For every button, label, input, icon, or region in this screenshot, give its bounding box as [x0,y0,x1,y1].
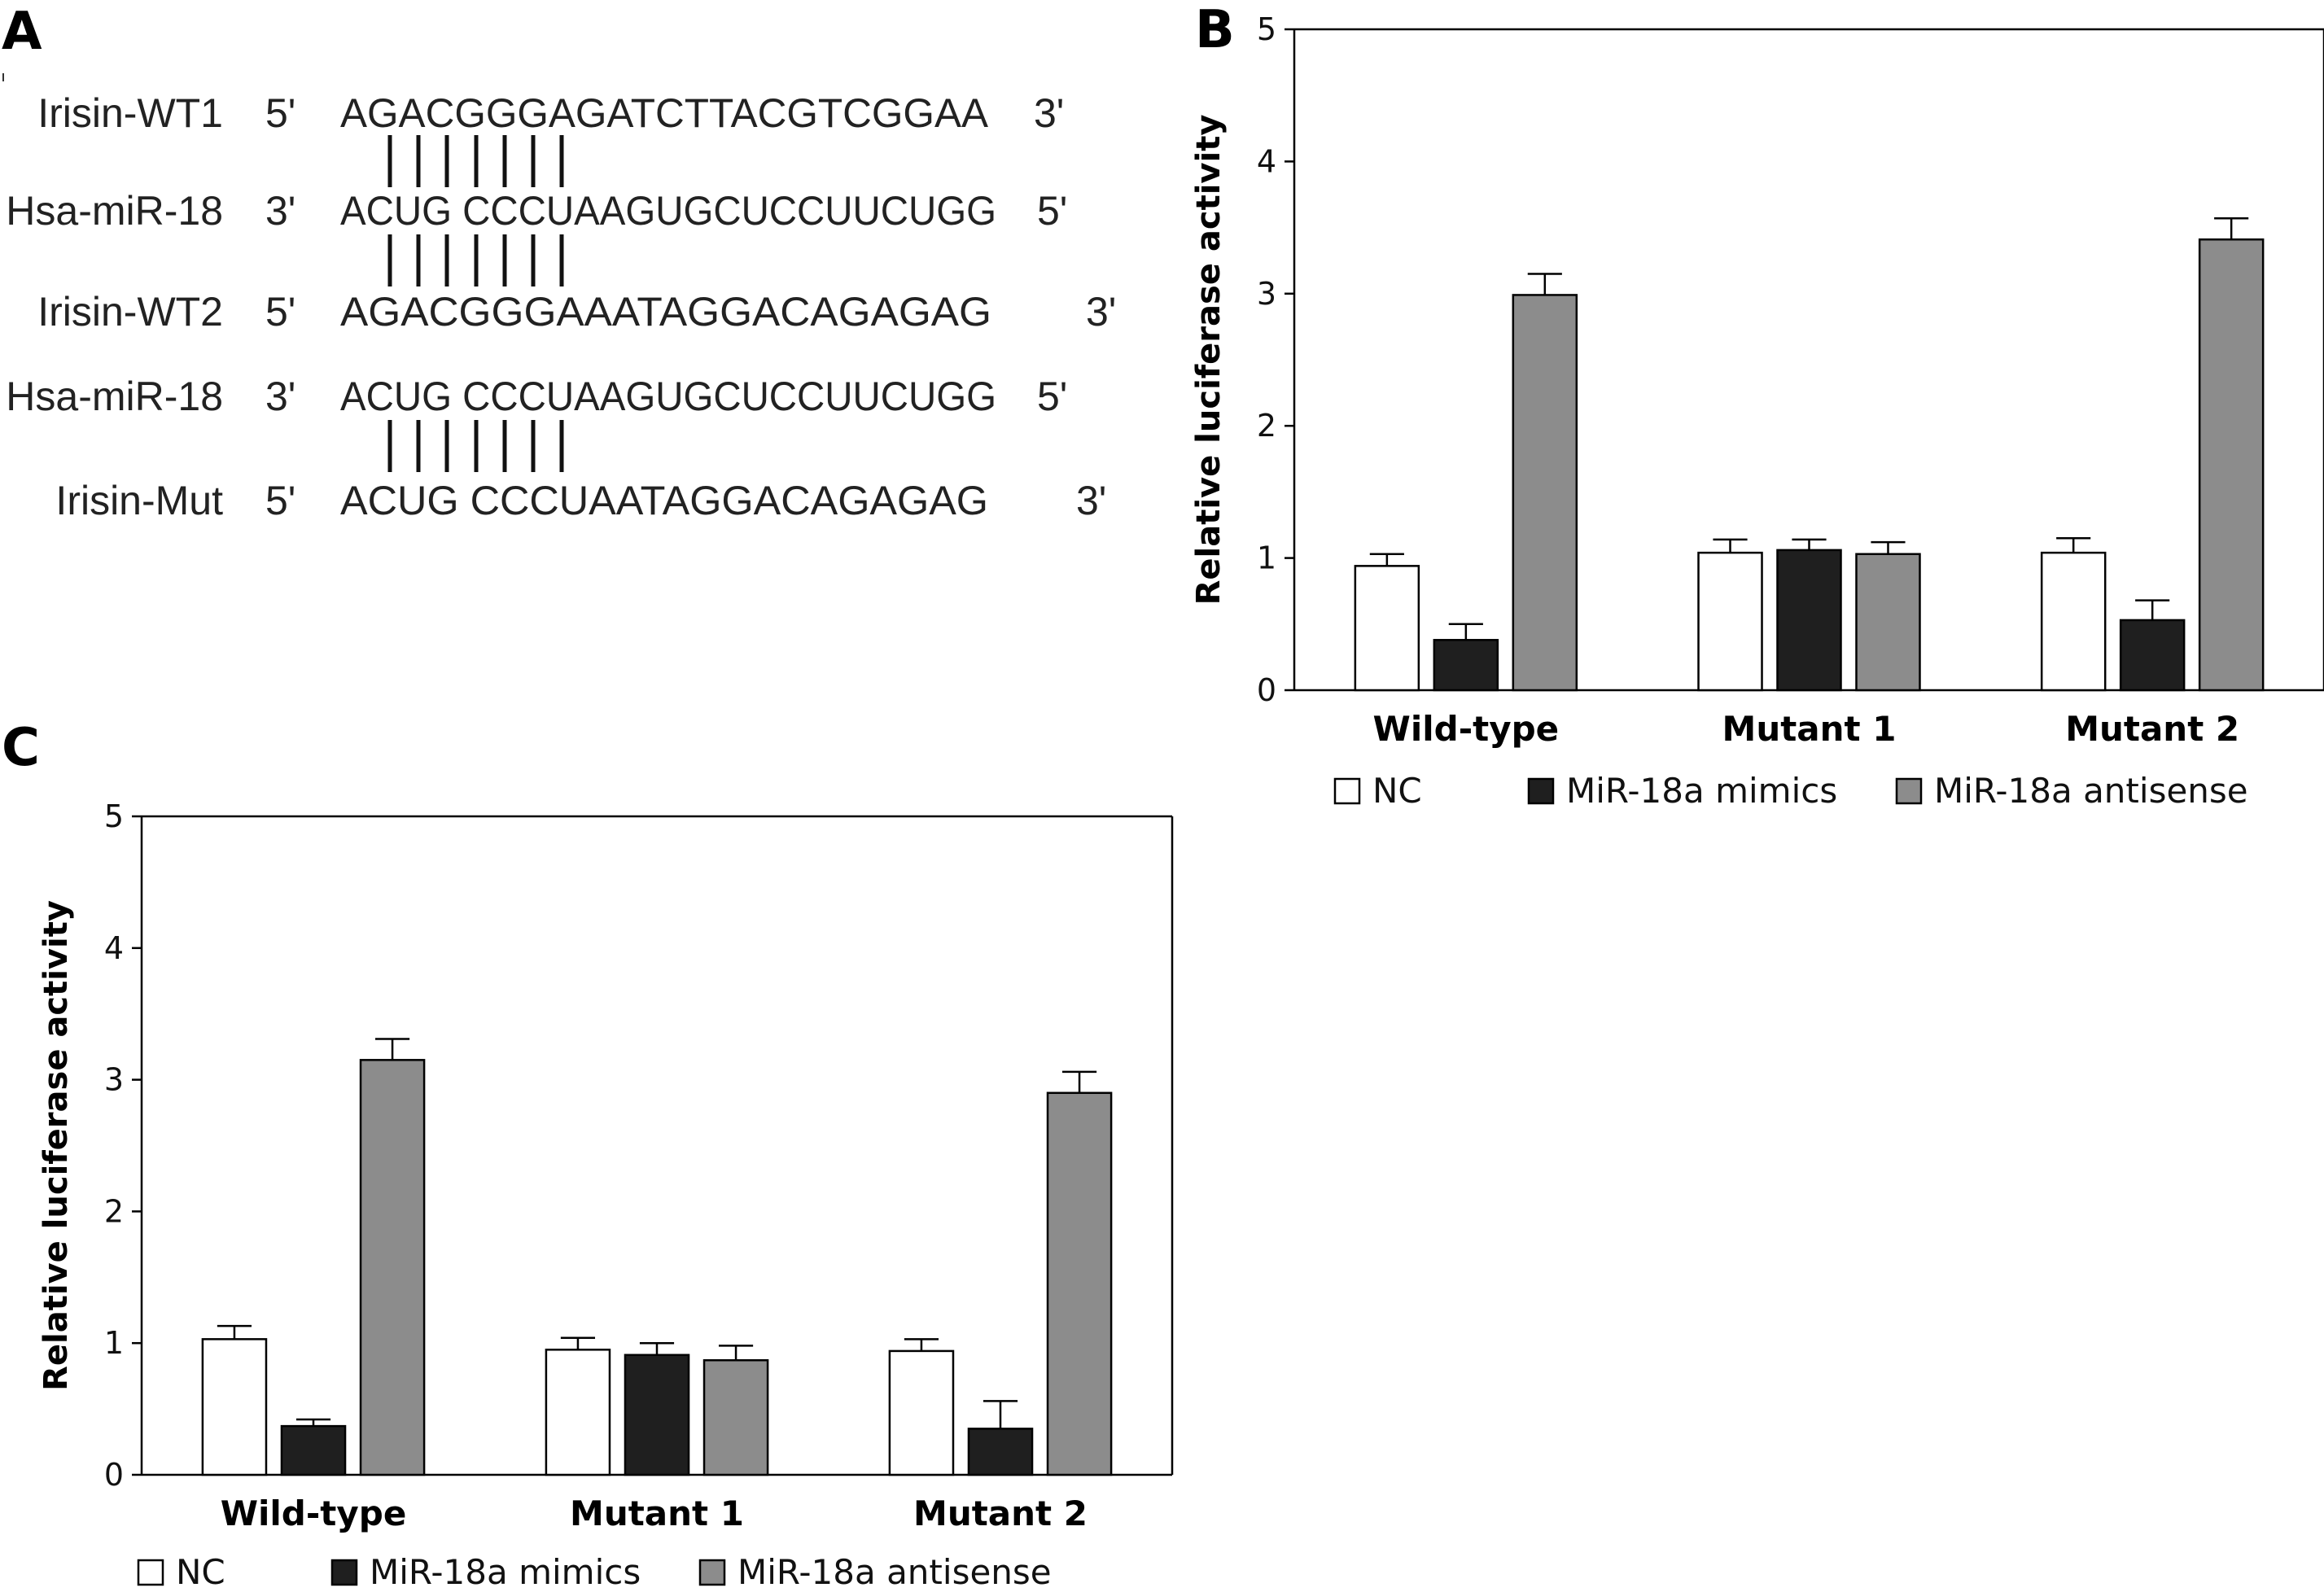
bar [1776,549,1842,692]
legend-swatch [1895,777,1923,805]
y-axis-title: Relative luciferase activity [37,900,75,1391]
seq-row-name: Hsa-miR-18 [6,188,223,234]
seq-row-end3: 5' [1037,374,1067,419]
bar [1354,565,1420,692]
seq-row-end3: 3' [1034,90,1064,136]
y-tick-label: 4 [1257,143,1276,179]
seq-row-sequence: ACUG CCCUAAGUGCUCCUUCUGG [340,374,996,419]
seq-row-sequence: ACUG CCCUAAGUGCUCCUUCUGG [340,188,996,234]
seq-row-end5: 5' [265,289,295,335]
y-tick-label: 1 [104,1325,124,1361]
seq-row-sequence: AGACGGGAAATAGGACAGAGAG [340,289,991,335]
seq-row-end5: 3' [265,188,295,234]
seq-row-sequence: ACUG CCCUAATAGGACAGAGAG [340,478,988,523]
legend-swatch [698,1559,726,1586]
bar [1855,553,1921,692]
seq-row-name: Irisin-Mut [55,478,223,523]
legend-label: NC [1372,771,1422,811]
y-tick-label: 4 [104,930,124,966]
seq-row-sequence: AGACGGGAGATCTTACGTCGGAA [340,90,989,136]
y-tick-label: 5 [104,798,124,834]
bar [359,1059,426,1476]
legend-swatch [330,1559,358,1586]
y-tick-label: 0 [104,1457,124,1493]
y-axis-title: Relative luciferase activity [1190,115,1228,606]
panel-b-letter: B [1195,0,1235,60]
legend-swatch [1333,777,1361,805]
y-tick-label: 2 [1257,408,1276,444]
seq-row-end3: 3' [1076,478,1106,523]
pairing-lines-2 [387,234,564,286]
seq-row-name: Irisin-WT2 [37,289,223,335]
chart-c-plot: 0 1 2 3 4 5 Relative luciferase activity Wild-t… [37,798,1174,1592]
x-category-label: Wild-type [221,1494,407,1533]
panel-c-letter: C [2,718,40,778]
y-tick-label: 3 [1257,276,1276,312]
y-tick-label: 2 [104,1193,124,1229]
seq-row-name: Irisin-WT1 [37,90,223,136]
x-category-label: Mutant 2 [2065,709,2239,749]
y-tick-label: 3 [104,1062,124,1098]
x-category-label: Mutant 1 [570,1494,744,1533]
pairing-lines-3 [387,420,564,472]
chart-b-plot: 0 1 2 3 4 5 Relative luciferase activity Wild-t… [1190,11,2324,811]
seq-row-end5: 3' [265,374,295,419]
x-category-label: Mutant 2 [913,1494,1088,1533]
bar [280,1424,347,1476]
bar [1046,1091,1113,1476]
legend-swatch [137,1559,164,1586]
bar [1697,551,1763,692]
bar [2198,238,2265,692]
legend-label: MiR-18a mimics [370,1552,641,1592]
bar [1512,294,1578,692]
bar [967,1428,1034,1476]
y-tick-label: 1 [1257,540,1276,576]
seq-row-end3: 3' [1086,289,1116,335]
chart-panel-b: B 0 1 2 3 4 5 Relative luciferase activity Wild… [1190,0,2324,811]
bar [201,1338,268,1476]
chart-panel-c: C 0 1 2 3 4 5 Relative luciferase activity Wild… [2,718,1174,1592]
pairing-lines-1 [387,135,564,187]
legend-label: NC [176,1552,225,1592]
y-tick-label: 5 [1257,11,1276,47]
legend-swatch [1527,777,1555,805]
panel-a-letter: A [2,2,42,62]
legend-label: MiR-18a antisense [737,1552,1052,1592]
x-category-label: Mutant 1 [1722,709,1897,749]
y-tick-label: 0 [1257,672,1276,708]
x-category-label: Wild-type [1373,709,1560,749]
bar [702,1358,769,1476]
bar [1433,639,1499,692]
bar [2040,551,2107,692]
bar [624,1354,690,1476]
seq-row-end3: 5' [1037,188,1067,234]
seq-row-name: Hsa-miR-18 [6,374,223,419]
legend-label: MiR-18a mimics [1566,771,1837,811]
seq-row-end5: 5' [265,90,295,136]
bar [888,1349,955,1476]
panel-a: A Irisin-WT1 5' AGACGGGAGATCTTACGTCGGAA … [2,2,1116,523]
seq-row-end5: 5' [265,478,295,523]
bar [2119,619,2186,692]
bar [545,1349,611,1476]
legend-label: MiR-18a antisense [1934,771,2248,811]
